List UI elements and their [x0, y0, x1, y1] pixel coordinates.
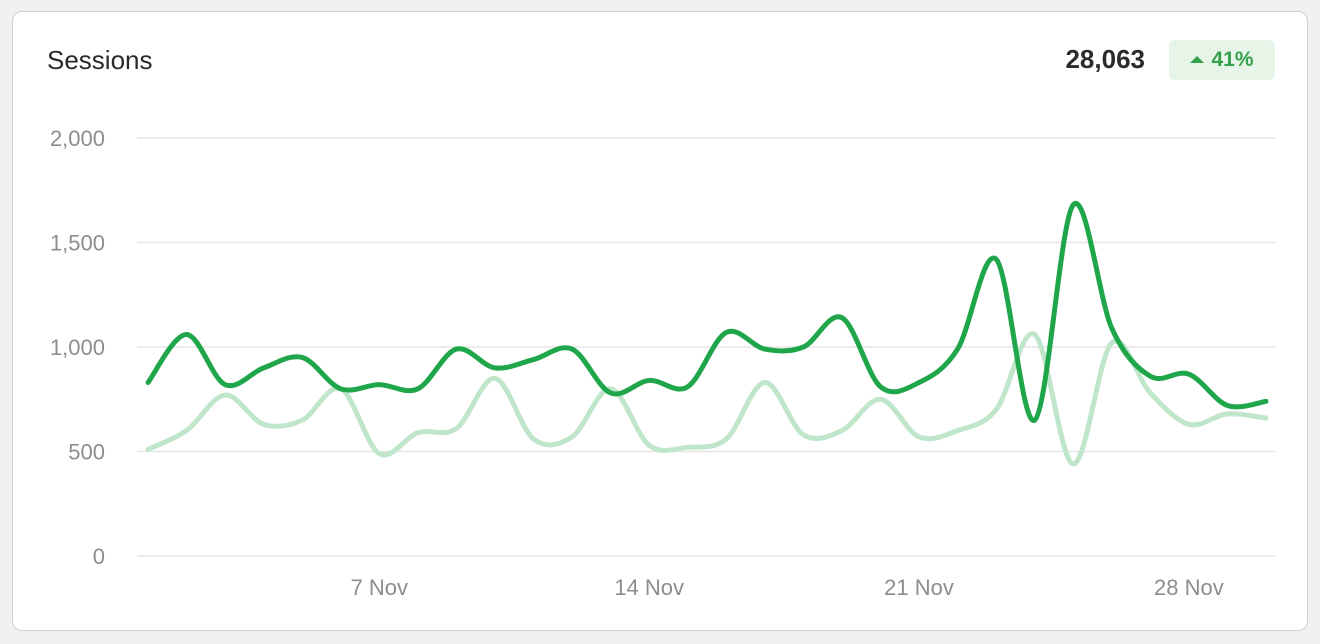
- sessions-card: Sessions 28,063 41%: [12, 11, 1308, 631]
- arrow-up-icon: [1190, 55, 1205, 63]
- y-tick-label: 0: [93, 544, 105, 569]
- x-tick-label: 14 Nov: [614, 575, 684, 600]
- change-percent: 41%: [1211, 48, 1254, 71]
- x-tick-label: 28 Nov: [1154, 575, 1224, 600]
- y-tick-label: 500: [68, 440, 105, 465]
- sessions-total: 28,063: [1065, 44, 1145, 74]
- sessions-series-line: [145, 200, 1269, 423]
- change-badge: 41%: [1169, 40, 1275, 80]
- y-tick-label: 1,500: [50, 231, 105, 256]
- y-tick-label: 2,000: [50, 126, 105, 151]
- comparison-series-line: [145, 331, 1269, 467]
- x-tick-label: 21 Nov: [884, 575, 954, 600]
- card-title: Sessions: [47, 45, 153, 75]
- y-tick-label: 1,000: [50, 335, 105, 360]
- x-tick-label: 7 Nov: [351, 575, 408, 600]
